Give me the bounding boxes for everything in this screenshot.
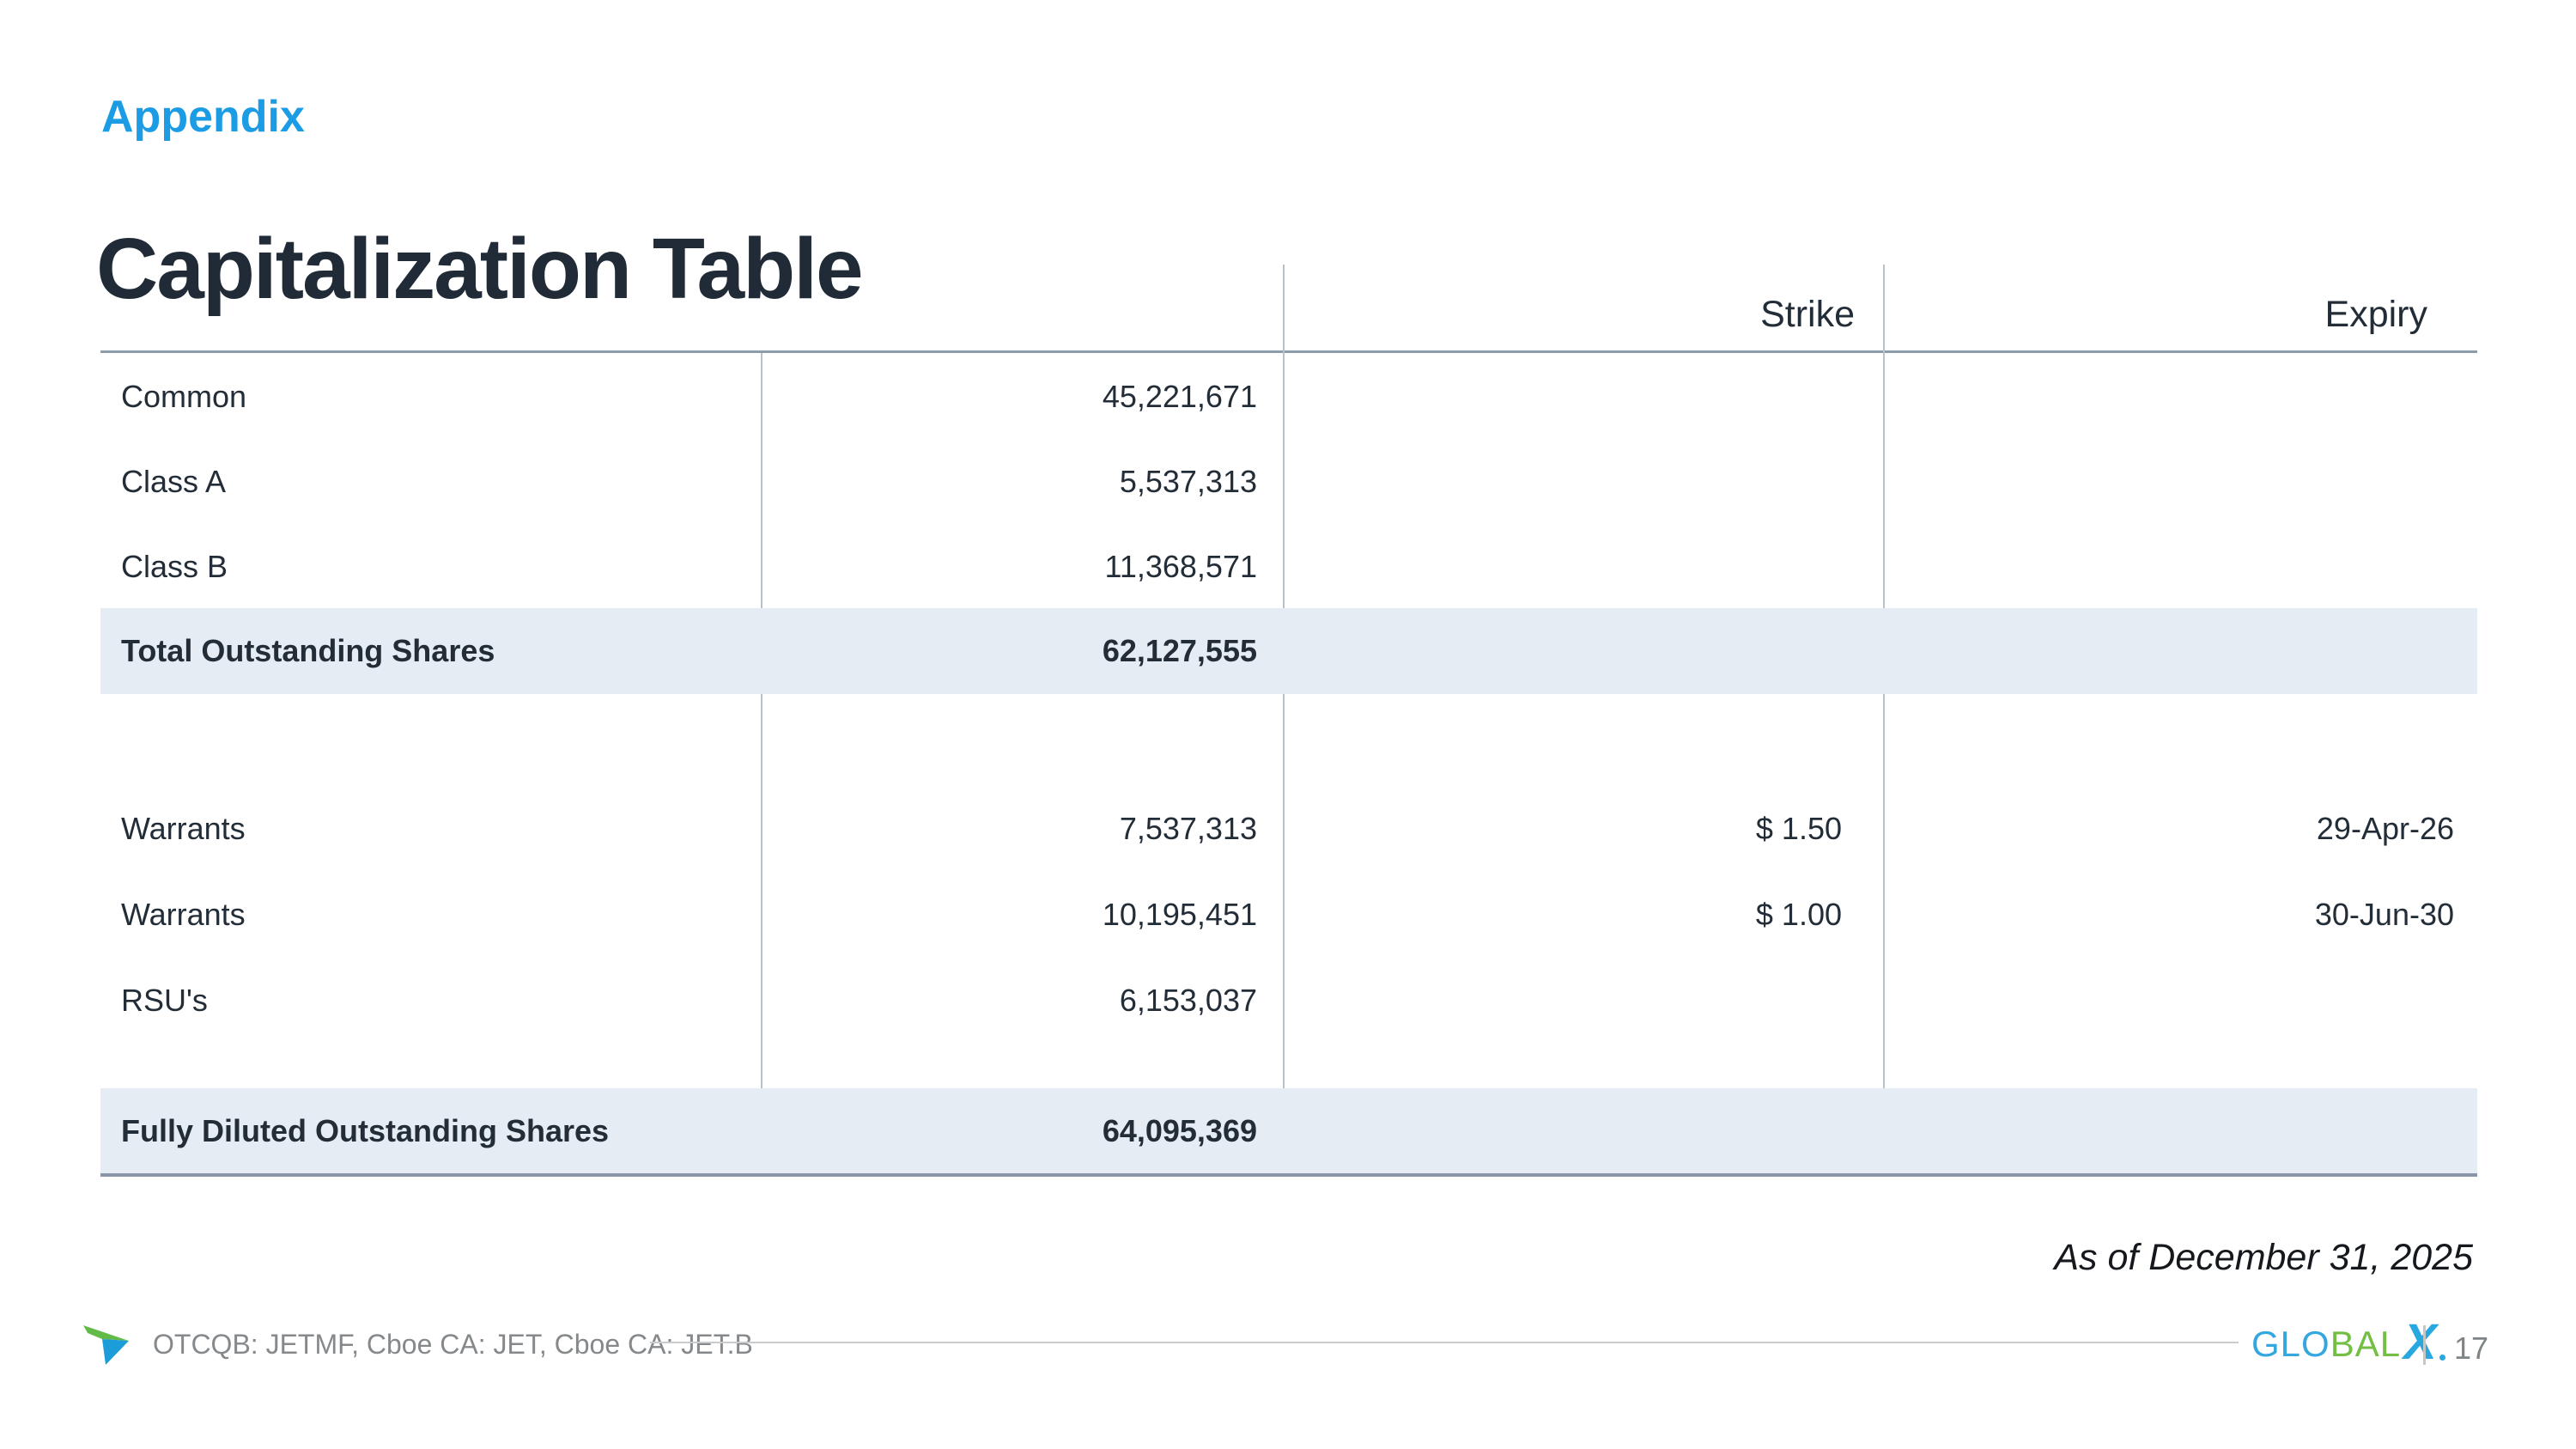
- table-row-common: Common 45,221,671: [100, 354, 2477, 440]
- row-label: RSU's: [121, 983, 208, 1018]
- table-header-rule: [100, 350, 2477, 353]
- table-column-divider-1: [761, 353, 762, 1173]
- row-expiry: 30-Jun-30: [2314, 897, 2454, 932]
- row-label: Total Outstanding Shares: [121, 633, 495, 668]
- footer-separator-bar: [2423, 1325, 2426, 1365]
- table-row-warrants-1: Warrants 7,537,313 $ 1.50 29-Apr-26: [100, 786, 2477, 872]
- table-bottom-rule: [100, 1173, 2477, 1177]
- row-shares: 11,368,571: [1104, 549, 1257, 584]
- as-of-date-note: As of December 31, 2025: [2054, 1237, 2473, 1278]
- row-label: Class A: [121, 464, 227, 499]
- row-label: Warrants: [121, 811, 246, 846]
- logo-text-bal: BAL: [2330, 1324, 2402, 1365]
- row-shares: 64,095,369: [1102, 1112, 1257, 1148]
- row-strike: $ 1.00: [1755, 897, 1842, 932]
- table-column-divider-2: [1283, 265, 1285, 1173]
- row-expiry: 29-Apr-26: [2316, 811, 2454, 846]
- column-header-strike: Strike: [1760, 294, 1855, 335]
- ticker-symbols: OTCQB: JETMF, Cboe CA: JET, Cboe CA: JET…: [153, 1329, 753, 1360]
- table-row-rsus: RSU's 6,153,037: [100, 958, 2477, 1044]
- table-row-class-a: Class A 5,537,313: [100, 439, 2477, 525]
- row-label: Common: [121, 379, 247, 414]
- section-kicker: Appendix: [101, 92, 305, 142]
- row-label: Class B: [121, 549, 228, 584]
- page-number: 17: [2454, 1330, 2489, 1366]
- row-strike: $ 1.50: [1755, 811, 1842, 846]
- jet-plane-icon: [82, 1323, 131, 1370]
- table-row-fully-diluted: Fully Diluted Outstanding Shares 64,095,…: [100, 1088, 2477, 1173]
- row-label: Fully Diluted Outstanding Shares: [121, 1112, 610, 1148]
- table-row-total-outstanding: Total Outstanding Shares 62,127,555: [100, 608, 2477, 694]
- logo-x-mark: X: [2403, 1314, 2438, 1370]
- table-column-divider-3: [1883, 265, 1885, 1173]
- row-shares: 5,537,313: [1119, 464, 1257, 499]
- footer-divider-line: [650, 1342, 2239, 1343]
- table-row-warrants-2: Warrants 10,195,451 $ 1.00 30-Jun-30: [100, 872, 2477, 958]
- row-shares: 6,153,037: [1119, 983, 1257, 1018]
- column-header-expiry: Expiry: [2324, 294, 2427, 335]
- row-shares: 7,537,313: [1119, 811, 1257, 846]
- page-title: Capitalization Table: [96, 221, 864, 317]
- row-shares: 62,127,555: [1102, 633, 1257, 668]
- row-shares: 10,195,451: [1102, 897, 1257, 932]
- row-label: Warrants: [121, 897, 246, 932]
- logo-trademark-dot: [2439, 1355, 2445, 1361]
- row-shares: 45,221,671: [1102, 379, 1257, 414]
- globalx-logo: GLO BAL X: [2251, 1314, 2445, 1370]
- table-row-class-b: Class B 11,368,571: [100, 524, 2477, 610]
- logo-text-glo: GLO: [2251, 1324, 2330, 1365]
